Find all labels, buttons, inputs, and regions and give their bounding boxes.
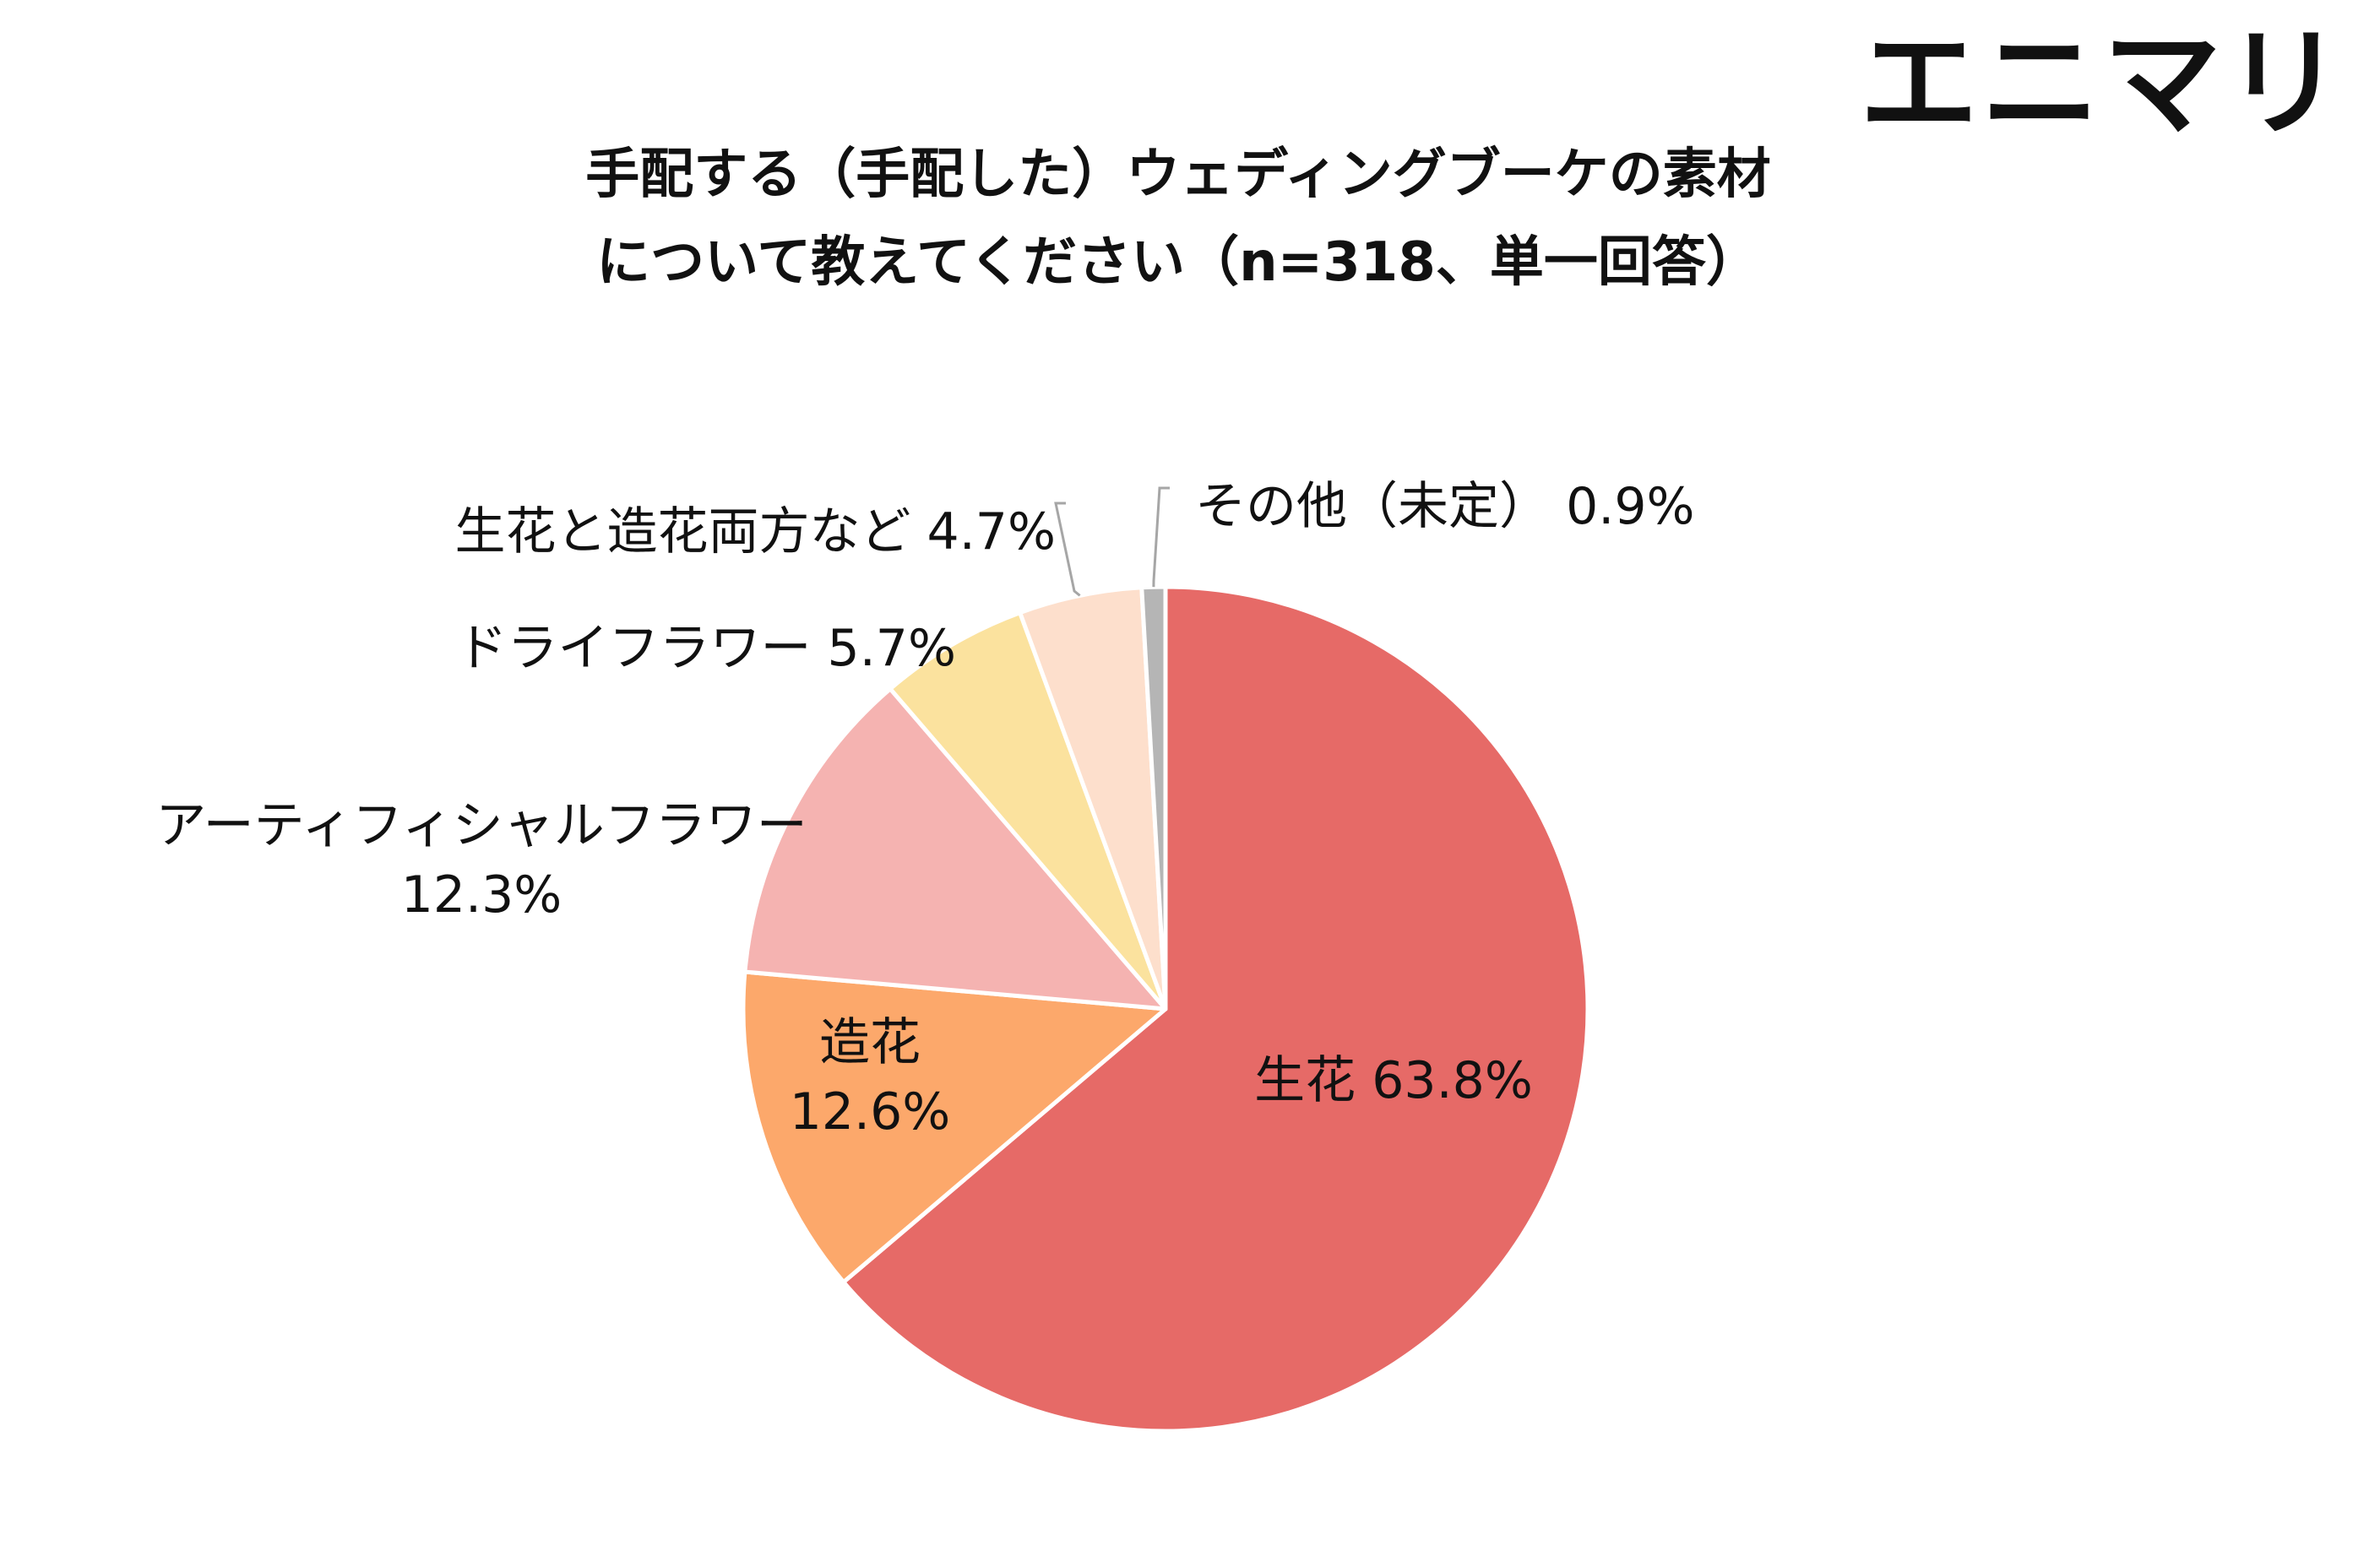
slice-4-label: 生花と造花両方など 4.7% (454, 502, 1056, 561)
pie-slices (741, 584, 1590, 1434)
slice-2-label-line-1: アーティフィシャルフラワー (155, 796, 807, 855)
brand-logo: エニマリ (1859, 15, 2346, 153)
slice-3-label: ドライフラワー 5.7% (456, 619, 956, 678)
slice-1-label-line-2: 12.6% (790, 1082, 951, 1142)
slice-3-wedge (888, 610, 1168, 1011)
slice-5-wedge (1139, 584, 1168, 1011)
slice-0-label: 生花 63.8% (1254, 1051, 1533, 1110)
chart-title-line-2: について教えてください（n=318、単一回答） (596, 231, 1760, 294)
slice-labels: 生花 63.8% 造花 12.6% アーティフィシャルフラワー 12.3% ドライフラワー… (155, 477, 1694, 1142)
chart-title-line-1: 手配する（手配した）ウェディングブーケの素材 (585, 144, 1771, 206)
leader-lines (1054, 486, 1170, 597)
slice-5-label: その他（未定） 0.9% (1195, 477, 1695, 536)
slice-5-leader-line (1152, 486, 1170, 588)
slice-2-wedge (742, 686, 1168, 1011)
slice-1-label-line-1: 造花 (819, 1013, 921, 1072)
chart-title: 手配する（手配した）ウェディングブーケの素材について教えてください（n=318、… (585, 144, 1771, 294)
slice-2-label-line-2: 12.3% (401, 865, 562, 925)
slice-1-wedge (741, 969, 1168, 1285)
slice-0-wedge (841, 584, 1590, 1434)
slice-4-leader-line (1054, 502, 1081, 597)
